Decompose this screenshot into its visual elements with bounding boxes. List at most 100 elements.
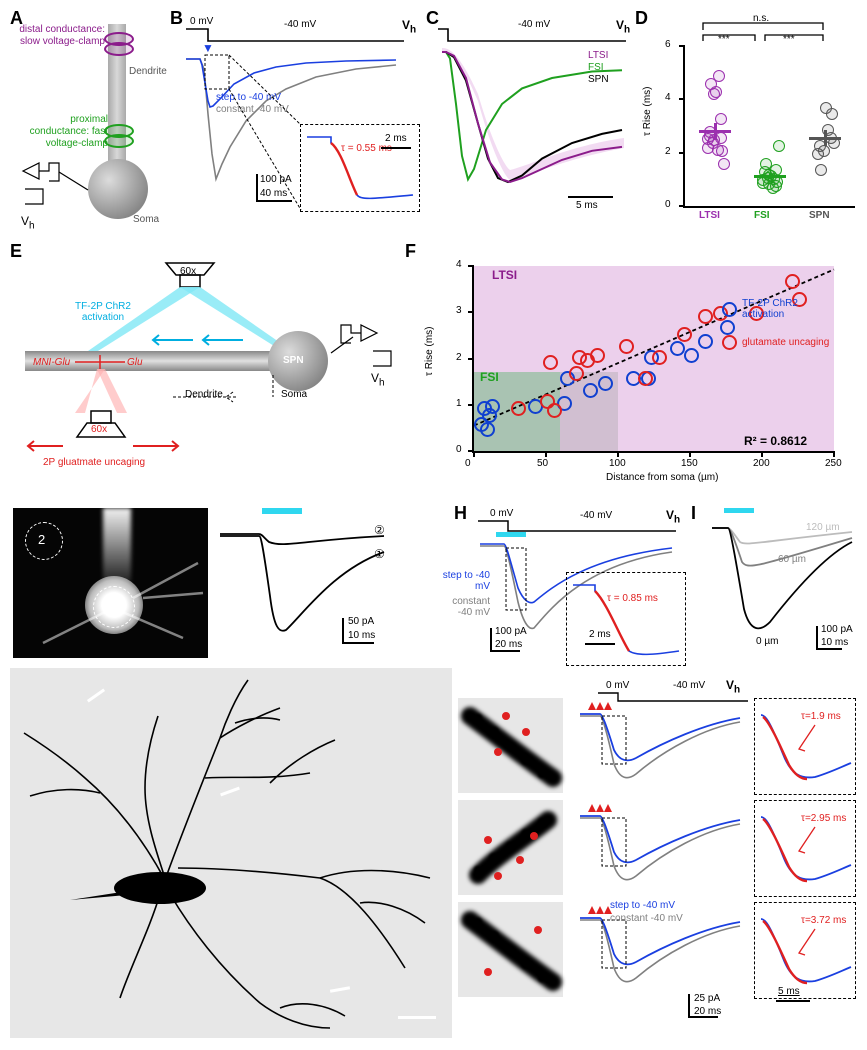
panelF-plot: FSI05010015020025001234	[472, 266, 834, 453]
voltage-step	[438, 28, 628, 46]
inset-sb	[776, 1000, 810, 1002]
mni-label: MNI-Glu	[33, 357, 70, 368]
svg-text:②: ②	[374, 523, 385, 537]
zero-mv: 0 mV	[190, 16, 213, 27]
inset-connector	[197, 50, 327, 160]
sbxl: 20 ms	[495, 639, 522, 650]
voltage-step-icon	[186, 28, 406, 46]
ylabel: τ Rise (ms)	[642, 86, 653, 136]
d60: 60 µm	[778, 554, 806, 565]
zero: 0 mV	[490, 508, 513, 519]
light-bar-icon	[262, 508, 302, 514]
sig3: n.s.	[753, 13, 769, 24]
scalebar-x-label: 40 ms	[260, 188, 287, 199]
sby	[490, 628, 492, 650]
sbyl: 25 pA	[694, 993, 720, 1004]
leg-const: constant -40 mV	[438, 596, 490, 618]
glu-label: Glu	[127, 357, 143, 368]
soma	[88, 159, 148, 219]
inset-scale	[381, 147, 411, 149]
inset-scale-label: 2 ms	[385, 133, 407, 144]
panelC: -40 mV Vh LTSI FSI SPN 5 ms	[438, 16, 638, 241]
sixtyx-top: 60x	[180, 266, 196, 277]
dendrite-label: Dendrite	[129, 66, 167, 77]
blue-arrows	[143, 333, 253, 347]
panelB: 0 mV -40 mV Vh ▼ step to -40 mV constant…	[184, 16, 424, 241]
panel-label-H: H	[454, 503, 467, 524]
panelD-axes: 0246LTSIFSISPN	[683, 46, 855, 208]
soma-label2: Soma	[281, 389, 307, 400]
scalebar-y	[256, 174, 258, 200]
panelG-traces: ② ① 50 pA 10 ms	[214, 508, 404, 658]
d120: 120 µm	[806, 522, 840, 533]
d0: 0 µm	[756, 636, 778, 647]
uncaging-cross-icon	[75, 355, 125, 369]
distal-ellipse-icon	[104, 42, 134, 56]
red-arrows	[23, 439, 183, 453]
sbyl: 100 pA	[821, 624, 853, 635]
uncaging-label: 2P gluatmate uncaging	[43, 457, 145, 468]
panelH: 0 mV -40 mV Vh step to -40 mV constant -…	[470, 508, 690, 668]
sb-x-l: 10 ms	[348, 630, 375, 641]
leg-step: step to -40 mV	[438, 570, 490, 592]
vh-sub: h	[29, 220, 35, 231]
ylabel: τ Rise (ms)	[424, 326, 435, 376]
leg-step: step to -40 mV	[610, 900, 675, 911]
hold-mv: -40 mV	[284, 19, 316, 30]
panel-label-B: B	[170, 8, 183, 29]
sixtyx-bot: 60x	[91, 424, 107, 435]
uncaging-trace	[574, 800, 744, 895]
hold: -40 mV	[518, 19, 550, 30]
sb-y-l: 50 pA	[348, 616, 374, 627]
r2: R² = 0.8612	[744, 434, 807, 448]
g-traces-svg: ② ①	[214, 518, 394, 648]
legend-spn: SPN	[588, 74, 609, 85]
panelI: 120 µm 60 µm 0 µm 100 pA 10 ms	[708, 508, 858, 668]
panel-label-F: F	[405, 241, 416, 262]
tau: τ = 0.85 ms	[607, 593, 658, 604]
vh: Vh	[616, 18, 630, 35]
vh: V	[21, 214, 29, 228]
dend-label: Dendrite	[185, 389, 223, 400]
isb	[585, 643, 615, 645]
sby	[688, 994, 690, 1016]
panel-label-I: I	[691, 503, 696, 524]
sbyl: 100 pA	[495, 626, 527, 637]
sbxl: 20 ms	[694, 1006, 721, 1017]
light-bar	[724, 508, 754, 513]
xlabel: Distance from soma (µm)	[606, 472, 718, 483]
sb-y	[342, 618, 344, 642]
sbx	[816, 648, 842, 650]
scalebar-label: 5 ms	[576, 200, 598, 211]
distal-label: distal conductance: slow voltage-clamp	[13, 24, 105, 48]
hold: -40 mV	[673, 680, 705, 691]
uncaging-inset: τ=2.95 ms	[754, 800, 856, 897]
sbx	[490, 650, 520, 652]
panel-label-E: E	[10, 241, 22, 262]
legend-ltsi: LTSI	[588, 50, 608, 61]
uncaging-column: 0 mV -40 mV Vh τ=1.9 msτ=2.95 msτ=3.72 m…	[458, 680, 858, 1042]
neuron-reconstruction	[10, 668, 452, 1038]
svg-text:①: ①	[374, 547, 385, 561]
sby	[816, 626, 818, 648]
isbl: 2 ms	[589, 629, 611, 640]
legend-glu: glutamate uncaging	[742, 337, 834, 348]
zero: 0 mV	[606, 680, 629, 691]
inset-sbl: 5 ms	[778, 986, 800, 997]
inset-svg	[567, 573, 685, 665]
figure-root: A B C D E F H I distal conductance: slow…	[8, 8, 859, 1042]
panelA: distal conductance: slow voltage-clamp p…	[13, 24, 168, 242]
panelH-inset: τ = 0.85 ms 2 ms	[566, 572, 686, 666]
vh: Vh	[371, 371, 385, 388]
spine-image	[458, 800, 563, 895]
scalebar-white	[398, 1016, 436, 1019]
uncaging-trace	[574, 698, 744, 793]
sb-x	[342, 642, 374, 644]
hold: -40 mV	[580, 510, 612, 521]
proximal-label: proximal conductance: fast voltage-clamp	[28, 114, 108, 150]
soma-label: Soma	[133, 214, 159, 225]
sig1: ***	[718, 34, 730, 45]
scalebar-y-label: 100 pA	[260, 174, 292, 185]
panelF: FSI05010015020025001234 τ Rise (ms) Dist…	[426, 256, 856, 488]
scalebar	[568, 196, 613, 198]
